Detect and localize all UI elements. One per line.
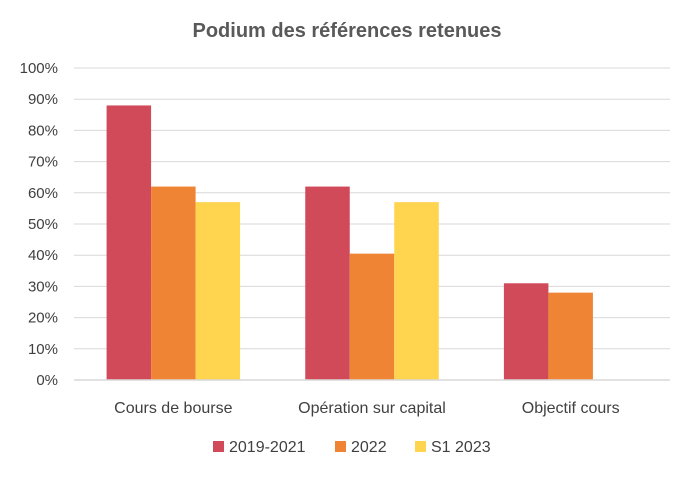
y-tick-label: 30%: [28, 278, 58, 295]
x-axis: Cours de bourse Opération sur capital Obje…: [74, 379, 670, 417]
x-category-label: Objectif cours: [522, 400, 620, 417]
legend-label: S1 2023: [431, 439, 491, 456]
bar-2022-2: [548, 292, 593, 380]
bar-2019-2021-2: [503, 283, 549, 380]
x-category-label: Opération sur capital: [298, 400, 446, 417]
y-tick-label: 40%: [28, 247, 58, 264]
bar-s1-2023-1: [394, 202, 439, 380]
y-tick-label: 50%: [28, 216, 58, 233]
bars: [106, 105, 593, 380]
legend-label: 2019-2021: [229, 439, 306, 456]
bar-2019-2021-1: [305, 186, 350, 380]
y-tick-label: 0%: [36, 372, 58, 389]
legend-swatch: [213, 441, 224, 452]
chart-title: Podium des références retenues: [192, 20, 501, 42]
y-tick-label: 20%: [28, 310, 58, 327]
y-tick-label: 80%: [28, 122, 58, 139]
legend-swatch: [415, 441, 426, 452]
bar-s1-2023-0: [195, 202, 241, 380]
y-tick-label: 60%: [28, 185, 58, 202]
legend-swatch: [335, 441, 346, 452]
y-tick-label: 90%: [28, 91, 58, 108]
y-tick-label: 100%: [20, 60, 58, 77]
bar-2019-2021-0: [106, 105, 152, 380]
y-axis: 0% 10% 20% 30% 40% 50% 60% 70% 80% 90% 100%: [20, 60, 58, 389]
y-tick-label: 70%: [28, 154, 58, 171]
legend-label: 2022: [351, 439, 387, 456]
bar-2022-0: [151, 186, 196, 380]
x-category-label: Cours de bourse: [114, 400, 232, 417]
y-tick-label: 10%: [28, 341, 58, 358]
bar-2022-1: [349, 253, 395, 380]
legend: 2019-2021 2022 S1 2023: [213, 439, 491, 456]
